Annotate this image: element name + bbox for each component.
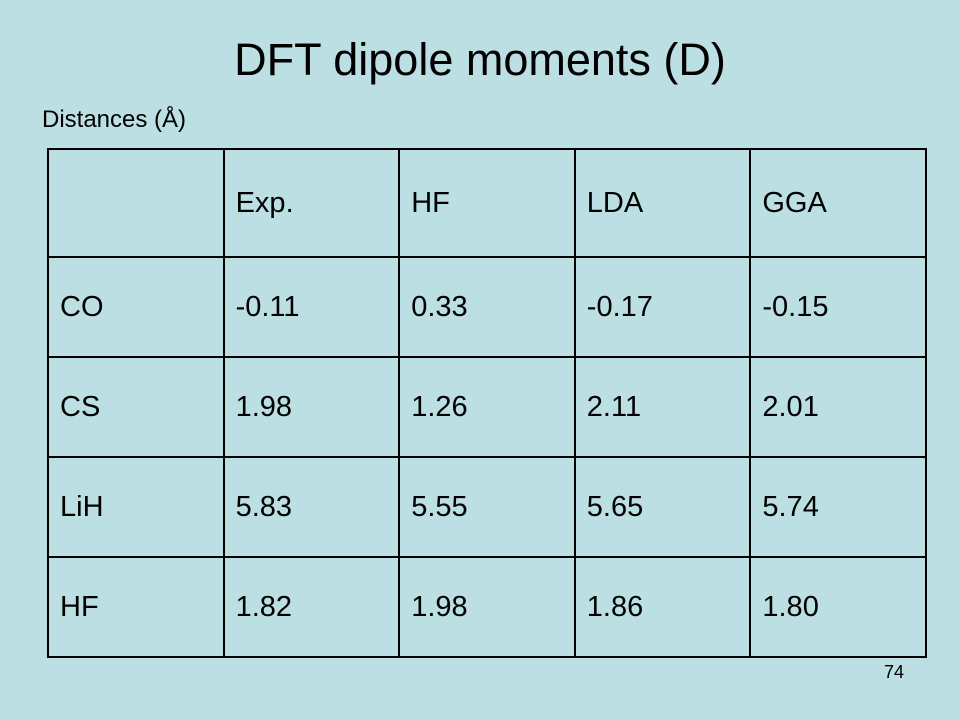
table-cell: 1.26: [398, 356, 576, 458]
table-cell: 5.83: [222, 456, 401, 558]
row-label: CO: [47, 256, 225, 358]
table-row: CO -0.11 0.33 -0.17 -0.15: [47, 256, 927, 358]
table-cell: 2.01: [749, 356, 927, 458]
column-header: LDA: [573, 148, 752, 258]
table-cell: -0.11: [222, 256, 401, 358]
table-cell: 1.86: [573, 556, 752, 658]
subtitle: Distances (Å): [42, 106, 187, 133]
table-cell: 0.33: [398, 256, 576, 358]
table-cell: 5.74: [749, 456, 927, 558]
table-row: CS 1.98 1.26 2.11 2.01: [47, 356, 927, 458]
column-header: Exp.: [222, 148, 401, 258]
column-header: GGA: [749, 148, 927, 258]
data-table: Exp. HF LDA GGA CO -0.11 0.33 -0.17 -0.15 CS 1.98 1…: [47, 148, 927, 658]
column-header: HF: [398, 148, 576, 258]
table-cell: -0.15: [749, 256, 927, 358]
table-cell: 5.55: [398, 456, 576, 558]
table-cell: -0.17: [573, 256, 752, 358]
table-cell: 2.11: [573, 356, 752, 458]
table-row: LiH 5.83 5.55 5.65 5.74: [47, 456, 927, 558]
table-row: HF 1.82 1.98 1.86 1.80: [47, 556, 927, 658]
table-cell: 1.98: [222, 356, 401, 458]
row-label: CS: [47, 356, 225, 458]
row-label: HF: [47, 556, 225, 658]
slide-title: DFT dipole moments (D): [234, 34, 726, 85]
row-label: LiH: [47, 456, 225, 558]
table-cell: 5.65: [573, 456, 752, 558]
table-cell: 1.82: [222, 556, 401, 658]
header-row: Exp. HF LDA GGA: [47, 148, 927, 258]
corner-cell: [47, 148, 225, 258]
table-cell: 1.98: [398, 556, 576, 658]
page-number: 74: [884, 662, 905, 682]
table-cell: 1.80: [749, 556, 927, 658]
